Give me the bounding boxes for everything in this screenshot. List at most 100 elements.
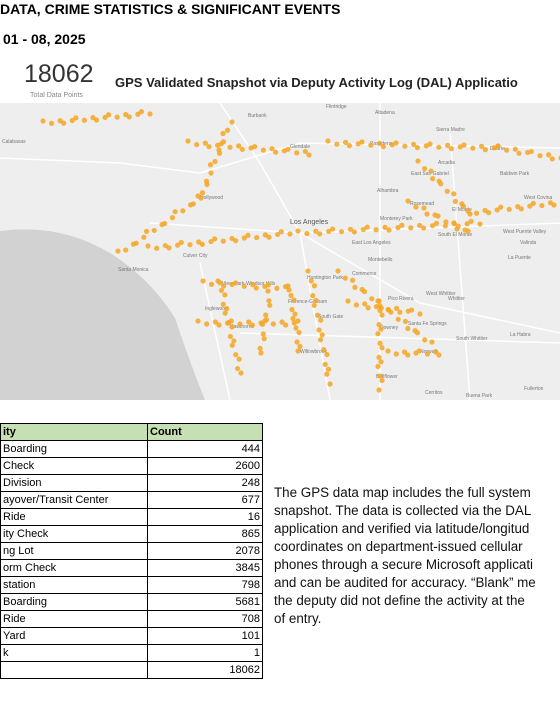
place: Cerritos [425, 390, 443, 396]
gps-point [393, 305, 400, 311]
gps-point [308, 278, 314, 284]
gps-point [347, 226, 354, 232]
gps-point [429, 223, 436, 229]
note-line: application and verified via latitude/lo… [274, 521, 530, 536]
gps-point [361, 288, 368, 295]
gps-point [257, 345, 263, 351]
gps-point [452, 198, 458, 204]
gps-point [364, 224, 370, 230]
gps-point [325, 366, 332, 372]
gps-point [238, 370, 244, 376]
gps-point [421, 205, 427, 211]
place: El Monte [452, 207, 472, 213]
count-cell: 2600 [147, 457, 263, 475]
gps-point [443, 219, 449, 225]
gps-point [229, 324, 235, 330]
table-row: orm Check 3845 [0, 559, 263, 577]
gps-point [436, 352, 442, 358]
gps-point [402, 318, 409, 325]
gps-point [379, 345, 385, 351]
count-cell: 5681 [147, 593, 263, 611]
place: East San Gabriel [411, 171, 449, 177]
gps-point [473, 210, 480, 216]
gps-point [313, 297, 319, 304]
gps-point [115, 248, 121, 254]
gps-point [254, 234, 260, 241]
gps-point [395, 316, 401, 322]
note-line: the deputy did not define the activity a… [274, 593, 525, 608]
place: Alhambra [377, 188, 399, 194]
gps-point [245, 232, 251, 238]
gps-point [454, 226, 460, 232]
gps-point [377, 373, 383, 379]
place: Fullerton [524, 386, 544, 392]
gps-point [166, 245, 172, 251]
gps-point [218, 287, 225, 294]
gps-point [48, 120, 55, 126]
gps-point [414, 330, 421, 336]
gps-point [231, 338, 237, 344]
gps-point [212, 319, 218, 325]
gps-point [310, 293, 316, 299]
gps-point [266, 234, 272, 240]
gps-point [504, 147, 510, 153]
gps-point [436, 144, 442, 150]
place: Florence-Graham [288, 299, 327, 305]
gps-point [241, 235, 247, 241]
gps-point [338, 229, 345, 235]
place: South El Monte [438, 232, 472, 238]
gps-point [342, 275, 348, 281]
gps-point [311, 302, 317, 308]
gps-point [351, 229, 357, 235]
gps-point [259, 321, 266, 327]
gps-point [207, 162, 214, 168]
gps-point [365, 305, 371, 311]
gps-point [141, 234, 147, 240]
gps-point [253, 285, 259, 291]
ocean [0, 229, 205, 400]
activity-cell: station [0, 576, 148, 594]
gps-point [275, 231, 281, 238]
place: Pico Rivera [388, 296, 414, 302]
gps-point [162, 220, 168, 227]
gps-point [408, 225, 414, 231]
total-row: 18062 [0, 661, 263, 679]
gps-point [234, 365, 241, 372]
gps-point [227, 144, 233, 150]
gps-point [194, 141, 200, 148]
gps-point [448, 146, 454, 152]
count-cell: 708 [147, 610, 263, 628]
gps-point [373, 227, 379, 233]
gps-point [549, 156, 555, 162]
gps-point [335, 268, 341, 274]
gps-point [516, 150, 522, 156]
gps-point [195, 193, 201, 199]
total-label-cell [0, 661, 148, 679]
gps-point [212, 236, 218, 242]
gps-point [236, 143, 242, 149]
gps-point [133, 240, 139, 246]
gps-point [399, 222, 405, 228]
gps-point [482, 147, 488, 153]
gps-point [319, 332, 325, 338]
gps-point [421, 225, 427, 231]
gps-point [322, 361, 328, 367]
count-cell: 3845 [147, 559, 263, 577]
note: The GPS data map includes the full syste… [274, 484, 536, 628]
gps-point [327, 381, 333, 387]
place: South Whittier [456, 336, 488, 342]
place: Norwalk [420, 349, 439, 355]
gps-point [285, 283, 291, 289]
gps-point [530, 200, 536, 206]
gps-point [378, 326, 384, 332]
gps-point [292, 311, 298, 317]
column-header: ity [0, 423, 148, 441]
gps-point [199, 241, 205, 247]
gps-point [40, 118, 46, 124]
place: Huntington Park [307, 275, 343, 281]
place: Altadena [375, 110, 395, 116]
gps-point [295, 228, 301, 234]
roads [0, 103, 560, 400]
gps-point [190, 201, 196, 207]
place: Montebello [368, 257, 393, 263]
